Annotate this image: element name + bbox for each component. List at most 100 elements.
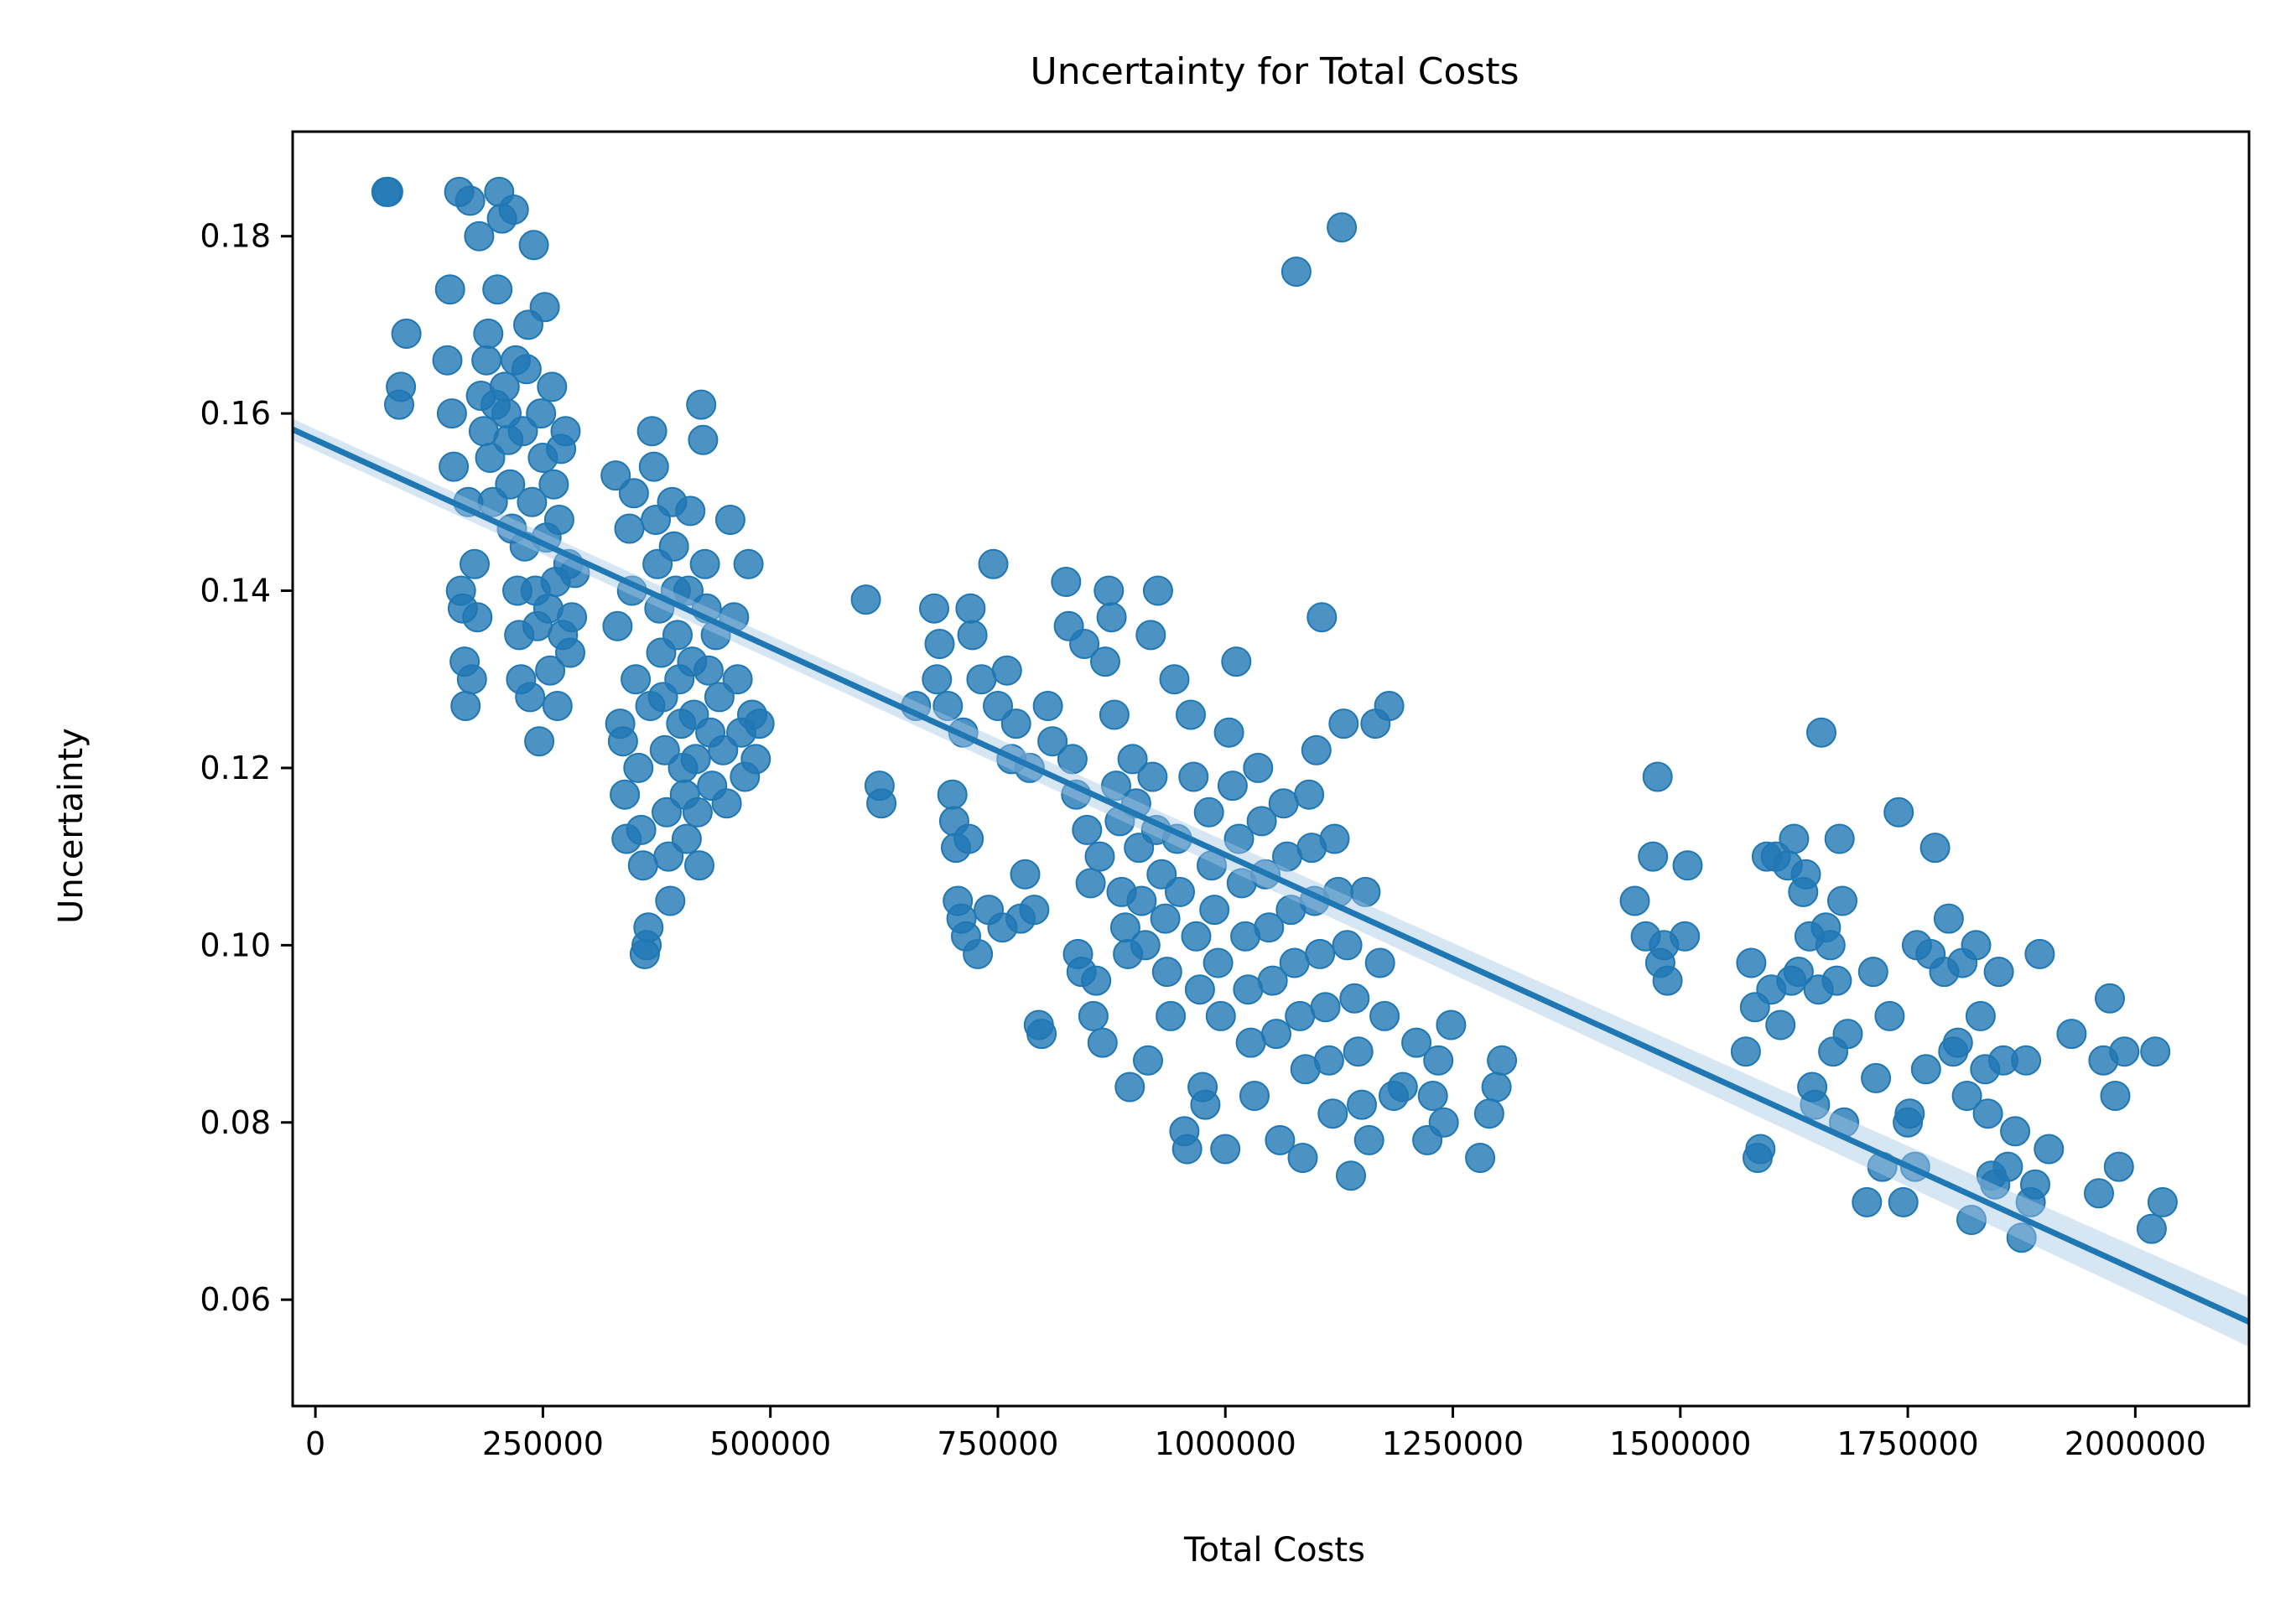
data-point [456, 664, 487, 695]
data-point [1827, 885, 1857, 916]
data-point [1919, 833, 1951, 864]
data-point [733, 548, 764, 579]
data-point [1114, 1072, 1145, 1103]
data-point [1146, 859, 1177, 890]
data-point [1051, 567, 1082, 597]
data-point [638, 451, 669, 482]
data-point [1736, 947, 1767, 978]
data-point [1910, 1054, 1941, 1085]
data-point [953, 823, 984, 854]
data-point [1961, 930, 1992, 961]
data-point [1815, 930, 1846, 961]
data-point [2034, 1134, 2065, 1165]
data-point [432, 345, 463, 376]
data-point [1126, 885, 1157, 916]
data-point [675, 496, 706, 527]
data-point [498, 195, 529, 225]
data-point [450, 691, 481, 721]
data-point [482, 274, 513, 305]
data-point [1347, 1089, 1377, 1120]
x-tick-label: 1500000 [1609, 1425, 1751, 1462]
data-point [1933, 903, 1964, 934]
data-point [655, 885, 686, 916]
data-point [1832, 1019, 1863, 1050]
x-tick-label: 2000000 [2065, 1425, 2206, 1462]
data-point [471, 345, 502, 376]
data-point [436, 398, 467, 429]
data-point [1332, 930, 1363, 961]
data-point [600, 460, 631, 491]
data-point [1857, 957, 1888, 988]
data-point [653, 841, 684, 872]
data-point [1487, 1045, 1518, 1076]
data-point [1268, 788, 1299, 819]
x-tick-label: 0 [305, 1425, 325, 1462]
data-point [2011, 1045, 2042, 1076]
data-point [1217, 771, 1248, 802]
data-point [1117, 744, 1148, 775]
data-point [711, 788, 742, 819]
data-point [1423, 1045, 1454, 1076]
data-point [372, 176, 403, 207]
data-point [680, 744, 711, 775]
data-point [618, 478, 649, 509]
data-point [957, 620, 988, 651]
data-point [1745, 1134, 1776, 1165]
data-point [623, 752, 654, 783]
data-point [1317, 1098, 1348, 1129]
data-point [386, 371, 417, 402]
data-point [1135, 620, 1166, 651]
data-point [1672, 850, 1703, 881]
data-point [1619, 885, 1650, 916]
data-point [1000, 708, 1031, 739]
data-point [1213, 717, 1244, 748]
data-point [1246, 806, 1277, 837]
chart-title: Uncertainty for Total Costs [1030, 50, 1519, 93]
data-point [937, 779, 968, 810]
data-point [1417, 1081, 1448, 1111]
data-point [537, 371, 568, 402]
data-point [1087, 1027, 1118, 1058]
y-tick-label: 0.18 [200, 218, 271, 255]
y-tick-label: 0.12 [200, 750, 271, 786]
data-point [542, 691, 573, 721]
data-point [1176, 699, 1206, 730]
data-point [1261, 1019, 1291, 1050]
data-point [543, 505, 574, 535]
data-point [1465, 1143, 1496, 1173]
data-point [2140, 1036, 2171, 1067]
data-point [495, 469, 526, 500]
data-point [1983, 957, 2014, 988]
data-point [714, 505, 745, 535]
data-point [1956, 1205, 1987, 1235]
data-point [1254, 912, 1285, 943]
data-point [2056, 1019, 2087, 1050]
x-tick-label: 1750000 [1836, 1425, 1978, 1462]
data-point [1081, 965, 1112, 996]
data-point [689, 548, 720, 579]
data-point [1010, 859, 1041, 890]
data-point [1184, 974, 1215, 1005]
data-point [524, 726, 555, 757]
data-point [2147, 1186, 2178, 1217]
data-point [1824, 823, 1855, 854]
data-point [1861, 1062, 1892, 1093]
data-point [922, 664, 953, 695]
y-axis: 0.06 0.08 0.10 0.12 0.14 0.16 0.18 [200, 218, 293, 1318]
data-point [2006, 1222, 2037, 1253]
data-point [1428, 1107, 1459, 1138]
data-point [1790, 859, 1821, 890]
data-point [2020, 1169, 2050, 1200]
data-point [1057, 744, 1088, 775]
data-point [673, 575, 704, 606]
data-point [1093, 575, 1125, 606]
data-point [1779, 823, 1810, 854]
data-point [1221, 646, 1252, 677]
data-point [2136, 1213, 2167, 1244]
data-point [1387, 1072, 1418, 1103]
data-point [2095, 983, 2125, 1014]
data-point [621, 664, 652, 695]
data-point [1099, 699, 1130, 730]
data-point [1730, 1036, 1761, 1067]
